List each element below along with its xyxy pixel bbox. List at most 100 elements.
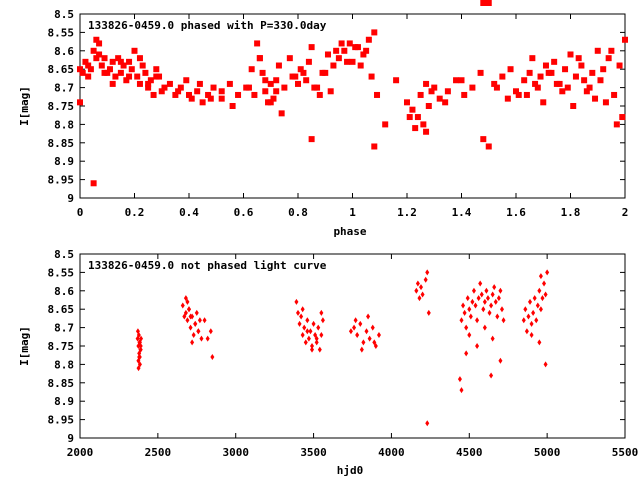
data-point bbox=[96, 40, 103, 47]
data-point bbox=[256, 55, 263, 62]
data-point bbox=[382, 121, 389, 128]
data-point bbox=[187, 306, 191, 313]
data-point bbox=[457, 376, 462, 383]
data-point bbox=[364, 328, 369, 335]
y-tick-label: 8.75 bbox=[48, 100, 75, 113]
data-point bbox=[484, 287, 489, 294]
x-tick-label: 4500 bbox=[456, 446, 483, 459]
data-point bbox=[259, 69, 266, 76]
data-point bbox=[409, 106, 416, 113]
data-point bbox=[194, 88, 201, 95]
light-curve-title: 133826-0459.0 not phased light curve bbox=[88, 259, 327, 272]
data-point bbox=[333, 47, 340, 54]
data-point bbox=[366, 313, 371, 320]
data-point bbox=[572, 73, 579, 80]
data-point bbox=[106, 66, 113, 73]
x-tick-label: 0.6 bbox=[234, 206, 254, 219]
data-point bbox=[153, 73, 160, 80]
data-point bbox=[404, 99, 410, 106]
data-point bbox=[490, 291, 495, 298]
data-point bbox=[420, 291, 425, 298]
data-point bbox=[513, 88, 519, 95]
data-point bbox=[412, 125, 419, 132]
y-tick-label: 8.7 bbox=[54, 82, 74, 95]
y-tick-label: 8.5 bbox=[54, 248, 74, 261]
data-point bbox=[363, 47, 370, 54]
y-tick-label: 8.95 bbox=[48, 174, 75, 187]
data-point bbox=[453, 77, 460, 84]
data-point bbox=[193, 320, 198, 327]
y-tick-label: 8.85 bbox=[48, 377, 75, 390]
data-point bbox=[567, 51, 574, 58]
data-point bbox=[210, 84, 217, 91]
data-point bbox=[414, 287, 419, 294]
data-point bbox=[499, 73, 506, 80]
data-point bbox=[158, 88, 165, 95]
data-point bbox=[314, 339, 319, 346]
data-point bbox=[444, 88, 451, 95]
data-point bbox=[267, 99, 274, 106]
data-point bbox=[286, 55, 293, 62]
data-point bbox=[594, 47, 601, 54]
data-point bbox=[480, 136, 487, 143]
data-point bbox=[335, 55, 342, 62]
data-point bbox=[425, 269, 430, 276]
data-point bbox=[145, 84, 152, 91]
data-point bbox=[186, 91, 192, 98]
data-point bbox=[545, 269, 550, 276]
data-point bbox=[299, 313, 304, 320]
data-point bbox=[480, 0, 487, 6]
data-point bbox=[183, 295, 188, 302]
data-point bbox=[526, 69, 533, 76]
data-point bbox=[535, 302, 540, 309]
data-point bbox=[570, 103, 577, 109]
data-point bbox=[262, 77, 269, 84]
data-point bbox=[613, 121, 620, 128]
data-point bbox=[112, 73, 119, 80]
x-tick-label: 5500 bbox=[612, 446, 639, 459]
data-point bbox=[196, 80, 203, 87]
phased-data-points bbox=[77, 0, 628, 187]
data-point bbox=[229, 103, 236, 109]
data-point bbox=[188, 95, 195, 102]
data-point bbox=[597, 77, 604, 84]
data-point bbox=[202, 317, 207, 324]
data-point bbox=[296, 309, 300, 316]
x-tick-label: 0.4 bbox=[179, 206, 199, 219]
data-point bbox=[365, 36, 372, 43]
data-point bbox=[278, 110, 285, 117]
data-point bbox=[161, 84, 168, 91]
data-point bbox=[101, 55, 108, 62]
data-point bbox=[305, 328, 310, 335]
data-point bbox=[172, 91, 179, 98]
data-point bbox=[498, 287, 503, 294]
data-point bbox=[194, 309, 199, 316]
data-point bbox=[521, 317, 526, 324]
light-curve-frame bbox=[79, 253, 626, 439]
x-tick-label: 3000 bbox=[222, 446, 249, 459]
data-point bbox=[319, 69, 326, 76]
data-point bbox=[487, 309, 492, 316]
data-point bbox=[93, 55, 100, 62]
data-point bbox=[353, 317, 358, 324]
data-point bbox=[553, 80, 560, 87]
data-point bbox=[532, 295, 537, 302]
data-point bbox=[481, 306, 486, 313]
data-point bbox=[359, 346, 364, 353]
data-point bbox=[464, 324, 469, 331]
data-point bbox=[349, 58, 356, 65]
data-point bbox=[493, 298, 498, 305]
data-point bbox=[85, 62, 92, 69]
data-point bbox=[281, 84, 288, 91]
data-point bbox=[273, 77, 280, 84]
data-point bbox=[305, 317, 310, 324]
data-point bbox=[465, 295, 470, 302]
data-point bbox=[245, 84, 252, 91]
data-point bbox=[477, 69, 484, 76]
data-point bbox=[145, 80, 152, 87]
data-point bbox=[600, 66, 607, 73]
data-point bbox=[470, 298, 475, 305]
data-point bbox=[521, 77, 528, 84]
data-point bbox=[496, 295, 501, 302]
data-point bbox=[493, 84, 500, 91]
